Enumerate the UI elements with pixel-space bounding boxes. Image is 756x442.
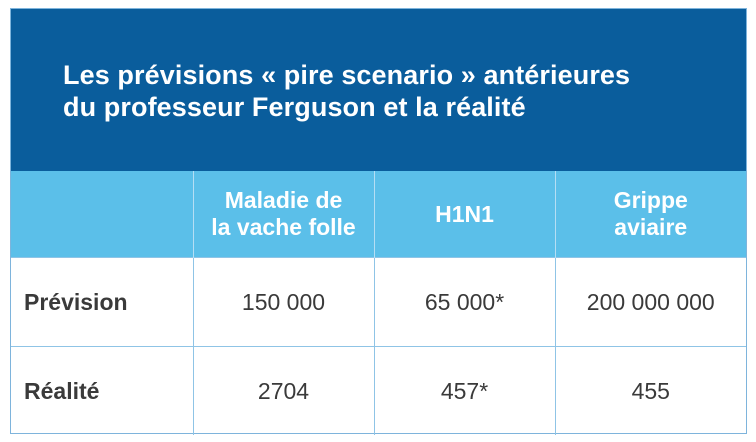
infographic-card: Les prévisions « pire scenario » antérie… <box>10 8 747 435</box>
table-row: Réalité 2704 457* 455 <box>11 346 746 435</box>
title-band: Les prévisions « pire scenario » antérie… <box>11 9 746 171</box>
table-row: Prévision 150 000 65 000* 200 000 000 <box>11 257 746 347</box>
cell-value: 65 000* <box>374 257 556 347</box>
cell-value: 455 <box>555 346 746 435</box>
cell-value: 457* <box>374 346 556 435</box>
header-h1n1: H1N1 <box>374 171 556 258</box>
header-avian-flu: Grippe aviaire <box>555 171 746 258</box>
row-label-reality: Réalité <box>11 346 194 435</box>
cell-value: 2704 <box>193 346 375 435</box>
row-label-forecast: Prévision <box>11 257 194 347</box>
table-header-row: Maladie de la vache folle H1N1 Grippe av… <box>11 171 746 258</box>
page-title: Les prévisions « pire scenario » antérie… <box>63 60 631 122</box>
cell-value: 200 000 000 <box>555 257 746 347</box>
header-mad-cow: Maladie de la vache folle <box>193 171 375 258</box>
cell-value: 150 000 <box>193 257 375 347</box>
forecast-table: Maladie de la vache folle H1N1 Grippe av… <box>11 171 746 435</box>
header-empty-cell <box>11 171 194 258</box>
